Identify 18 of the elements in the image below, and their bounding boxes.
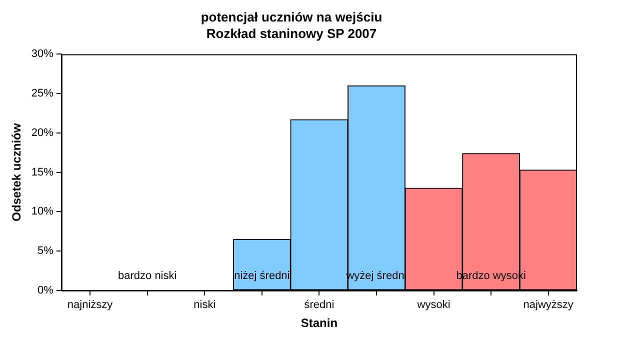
y-tick-label: 10% [31,206,54,218]
chart-title: potencjał uczniów na wejściu [200,9,382,24]
x-tick-label: niski [194,299,216,312]
x-axis-title: Stanin [300,316,338,330]
y-tick-label: 30% [31,48,54,60]
annotation: bardzo niski [118,270,177,282]
x-tick-label: średni [304,299,334,312]
x-tick-label: wysoki [416,299,450,312]
y-tick-label: 5% [38,245,54,258]
y-tick-label: 25% [31,88,54,100]
y-tick-label: 0% [38,284,54,296]
annotation: niżej średni [234,270,290,282]
chart-subtitle: Rozkład staninowy SP 2007 [206,26,377,41]
x-tick-label: najwyższy [523,299,574,312]
y-axis-title: Odsetek uczniów [10,122,24,222]
x-tick-label: najniższy [67,299,114,312]
y-tick-label: 20% [31,126,54,139]
y-tick-label: 15% [31,166,54,178]
